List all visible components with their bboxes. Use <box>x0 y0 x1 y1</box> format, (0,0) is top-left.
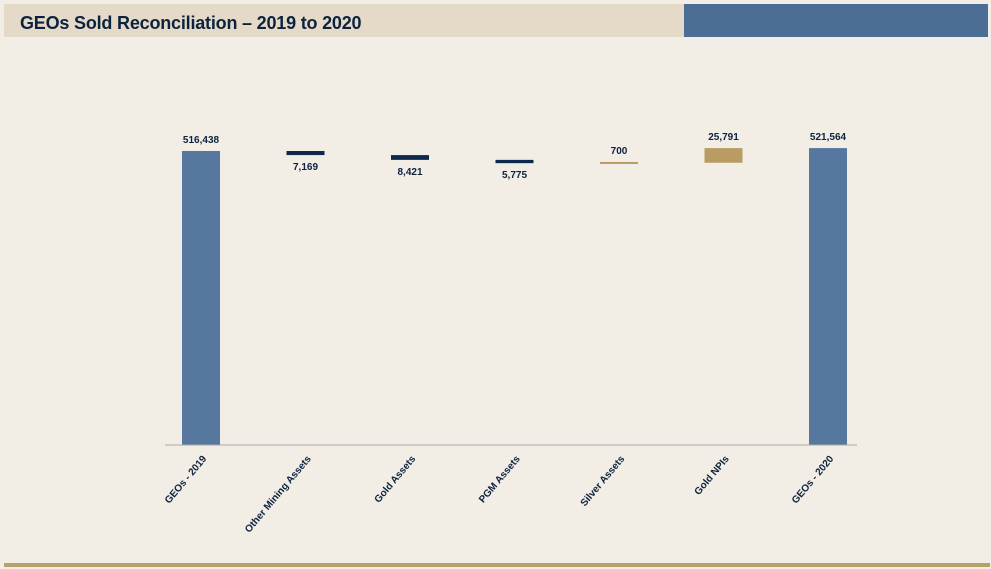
value-label-gold-assets: 8,421 <box>397 167 422 178</box>
category-label-other-mining-assets: Other Mining Assets <box>243 454 314 536</box>
title-band: GEOs Sold Reconciliation – 2019 to 2020 <box>4 4 684 37</box>
bar-gold-assets <box>391 155 429 160</box>
value-label-geos-2020: 521,564 <box>810 132 847 143</box>
category-label-gold-assets: Gold Assets <box>373 454 419 506</box>
category-label-geos-2020: GEOs - 2020 <box>790 454 837 507</box>
value-label-gold-npis: 25,791 <box>708 132 739 143</box>
bar-silver-assets <box>600 161 638 164</box>
value-label-layer: 516,438 7,169 8,421 5,775 700 25,791 521,564 <box>183 132 847 181</box>
category-label-gold-npis: Gold NPIs <box>693 454 732 498</box>
category-label-geos-2019: GEOs - 2019 <box>163 454 210 507</box>
value-label-silver-assets: 700 <box>611 146 628 157</box>
bar-geos-2020 <box>809 148 847 445</box>
category-label-silver-assets: Silver Assets <box>579 454 628 509</box>
bar-layer <box>182 148 847 445</box>
bar-gold-npis <box>704 148 743 163</box>
category-label-pgm-assets: PGM Assets <box>477 454 523 506</box>
value-label-other-mining-assets: 7,169 <box>293 162 318 173</box>
value-label-pgm-assets: 5,775 <box>502 170 527 181</box>
title-accent-band <box>684 4 988 37</box>
bottom-rule <box>4 563 990 567</box>
value-label-geos-2019: 516,438 <box>183 135 220 146</box>
bar-other-mining-assets <box>286 151 325 156</box>
bar-pgm-assets <box>495 159 534 164</box>
category-label-layer: GEOs - 2019 Other Mining Assets Gold Asset… <box>163 454 837 536</box>
bar-geos-2019 <box>182 151 220 445</box>
page-title: GEOs Sold Reconciliation – 2019 to 2020 <box>20 13 362 33</box>
